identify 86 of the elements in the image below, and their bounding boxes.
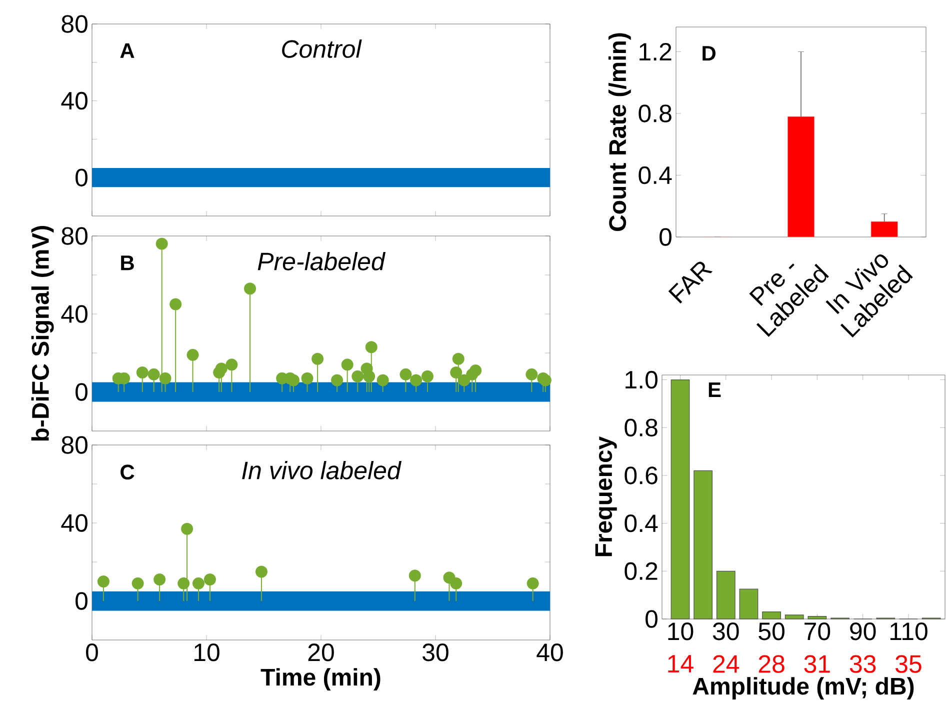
point	[192, 577, 204, 590]
point	[452, 352, 464, 365]
point	[136, 366, 148, 378]
y-tick-label: 0.2	[624, 562, 658, 580]
point	[410, 374, 422, 386]
x-tick-label: 30	[422, 644, 448, 662]
y-tick-label: 0.6	[624, 466, 658, 484]
y-tick-label: 0	[76, 168, 88, 186]
point	[408, 570, 421, 582]
point	[400, 368, 412, 380]
point	[450, 577, 462, 590]
y-tick-label: 40	[61, 92, 88, 110]
x-tick-label: 50	[758, 622, 784, 640]
point	[255, 566, 268, 578]
x-tick-label: 110	[890, 622, 928, 640]
point	[470, 364, 482, 377]
point	[450, 366, 462, 378]
y-tick-label: 0	[76, 383, 88, 401]
x-tick-label: FAR	[668, 262, 713, 304]
annotation: A	[120, 43, 134, 58]
point	[376, 374, 389, 386]
chart-title: Control	[282, 40, 362, 58]
point	[363, 370, 376, 382]
text: 33	[850, 655, 876, 673]
annotation: E	[708, 382, 721, 397]
y-tick-label: 80	[62, 436, 88, 454]
y-tick-label: 0	[660, 228, 672, 246]
y-tick-label: 80	[62, 15, 88, 33]
y-tick-label: 0.8	[624, 418, 658, 436]
y-tick-label: 0.4	[624, 514, 658, 532]
y-tick-label: 80	[62, 227, 88, 245]
text: In vivo labeled	[242, 460, 402, 480]
x-axis-title: Time (min)	[260, 668, 380, 690]
point	[244, 282, 256, 295]
point	[301, 372, 314, 384]
point	[365, 341, 378, 354]
y-tick-label: 0	[76, 592, 88, 610]
text: Pre-labeled	[258, 252, 386, 270]
x-tick-label: 20	[308, 644, 334, 662]
point	[526, 368, 538, 380]
annotation: D	[702, 46, 716, 61]
y-tick-label: 1.2	[640, 42, 672, 60]
y-axis-title: Count Rate (/min)	[608, 33, 631, 231]
point	[526, 577, 539, 590]
point	[97, 575, 110, 588]
point	[186, 348, 199, 361]
x-tick-label: 10	[668, 622, 694, 640]
x-tick-label: 40	[536, 644, 563, 662]
point	[312, 352, 324, 365]
y-tick-label: 0.8	[638, 104, 672, 122]
x-tick-label: 30	[712, 622, 739, 640]
x-tick-label: 70	[804, 622, 830, 640]
text: 14	[668, 655, 694, 672]
point	[159, 372, 172, 384]
text: 28	[758, 655, 784, 673]
point	[421, 370, 434, 382]
point	[331, 374, 344, 386]
point	[148, 368, 160, 380]
text: 35	[896, 655, 922, 673]
point	[154, 574, 166, 586]
y-tick-label: 0.4	[638, 166, 672, 184]
y-tick-label: 40	[61, 514, 88, 532]
point	[170, 298, 182, 310]
point	[215, 362, 228, 375]
y-axis-title: b-DiFC Signal (mV)	[31, 226, 54, 441]
annotation: B	[121, 256, 134, 270]
point	[458, 374, 470, 386]
y-axis-title: Frequency	[595, 436, 617, 556]
y-tick-label: 0	[646, 610, 658, 628]
point	[204, 574, 216, 586]
y-tick-label: 40	[61, 305, 88, 323]
point	[132, 577, 144, 590]
text: 31	[804, 655, 830, 673]
x-axis-title: Amplitude (mV; dB)	[692, 677, 914, 700]
x-tick-label: 10	[194, 644, 220, 662]
x-tick-label: 90	[850, 622, 876, 640]
point	[341, 358, 354, 371]
y-tick-label: 1.0	[626, 370, 658, 389]
point	[352, 370, 364, 382]
point	[181, 522, 194, 535]
annotation: C	[120, 464, 134, 480]
point	[178, 577, 190, 590]
text: 24	[713, 655, 740, 673]
point	[288, 374, 300, 386]
point	[156, 238, 168, 250]
point	[226, 358, 238, 371]
